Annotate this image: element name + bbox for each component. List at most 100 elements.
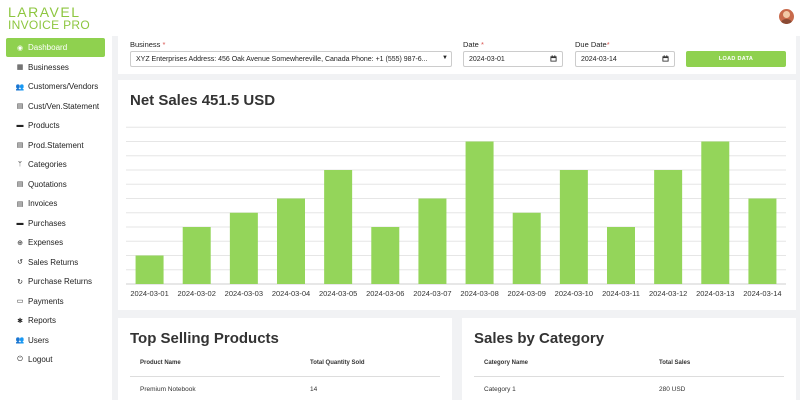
bar-2024-03-12[interactable] bbox=[654, 170, 683, 284]
column-header: Total Quantity Sold bbox=[310, 360, 365, 366]
bar-2024-03-06[interactable] bbox=[371, 227, 400, 284]
business-label: Business * bbox=[130, 40, 166, 49]
date-label: Date * bbox=[463, 40, 484, 49]
sidebar-item-cust-ven-statement[interactable]: ▤ Cust/Ven.Statement bbox=[6, 97, 105, 116]
x-tick-label: 2024-03-09 bbox=[508, 289, 546, 298]
x-tick-label: 2024-03-06 bbox=[366, 289, 404, 298]
file-icon: ▤ bbox=[16, 142, 24, 149]
business-select[interactable]: XYZ Enterprises Address: 456 Oak Avenue … bbox=[130, 51, 452, 67]
bar-2024-03-02[interactable] bbox=[182, 227, 211, 284]
sidebar-item-products[interactable]: ▬ Products bbox=[6, 116, 105, 135]
sidebar-item-businesses[interactable]: ▦ Businesses bbox=[6, 58, 105, 77]
sidebar-item-quotations[interactable]: ▤ Quotations bbox=[6, 175, 105, 194]
bar-2024-03-03[interactable] bbox=[229, 212, 258, 284]
logo-line-1: LARAVEL bbox=[8, 4, 81, 20]
x-tick-label: 2024-03-11 bbox=[602, 289, 640, 298]
sidebar-item-label: Businesses bbox=[28, 62, 69, 72]
users-icon: 👥 bbox=[15, 337, 25, 344]
x-tick-label: 2024-03-04 bbox=[272, 289, 310, 298]
bar-2024-03-01[interactable] bbox=[135, 255, 164, 285]
chart-title: Net Sales 451.5 USD bbox=[130, 92, 276, 109]
date-input[interactable]: 2024-03-01 bbox=[463, 51, 563, 67]
sales-category-title: Sales by Category bbox=[474, 330, 605, 347]
bar-2024-03-08[interactable] bbox=[465, 141, 494, 285]
users-icon: 👥 bbox=[15, 83, 25, 91]
due-date-input-value: 2024-03-14 bbox=[581, 55, 617, 63]
sidebar-item-logout[interactable]: ⏻ Logout bbox=[6, 350, 105, 369]
sidebar-item-label: Invoices bbox=[28, 199, 58, 208]
sidebar-item-payments[interactable]: ▭ Payments bbox=[6, 292, 105, 311]
bar-2024-03-11[interactable] bbox=[607, 227, 635, 284]
bar-2024-03-13[interactable] bbox=[701, 141, 730, 285]
sidebar-item-customers-vendors[interactable]: 👥 Customers/Vendors bbox=[6, 77, 105, 96]
sidebar: ◉ Dashboard ▦ Businesses 👥 Customers/Vendors ▤… bbox=[0, 36, 112, 400]
bar-2024-03-05[interactable] bbox=[324, 170, 353, 284]
logo-line-2: INVOICE PRO bbox=[8, 18, 90, 32]
table-cell: 280 USD bbox=[659, 386, 686, 393]
top-bar: LARAVEL INVOICE PRO bbox=[0, 0, 800, 36]
card-icon: ▭ bbox=[16, 298, 24, 305]
undo-icon: ↺ bbox=[17, 259, 23, 266]
due-date-input[interactable]: 2024-03-14 bbox=[575, 51, 675, 67]
sidebar-item-label: Products bbox=[28, 121, 60, 130]
sidebar-item-label: Expenses bbox=[28, 238, 64, 247]
box-icon: ▬ bbox=[16, 219, 24, 227]
sidebar-item-invoices[interactable]: ▤ Invoices bbox=[6, 194, 105, 213]
x-tick-label: 2024-03-08 bbox=[460, 289, 498, 298]
sidebar-item-label: Quotations bbox=[28, 179, 67, 189]
divider bbox=[474, 376, 784, 377]
sidebar-item-prod-statement[interactable]: ▤ Prod.Statement bbox=[6, 136, 105, 155]
column-header: Category Name bbox=[484, 360, 529, 366]
sidebar-item-label: Logout bbox=[28, 355, 53, 364]
sidebar-item-users[interactable]: 👥 Users bbox=[6, 331, 105, 350]
app-logo[interactable]: LARAVEL INVOICE PRO bbox=[8, 5, 90, 31]
x-tick-label: 2024-03-10 bbox=[555, 289, 593, 298]
sidebar-item-label: Payments bbox=[28, 296, 64, 306]
table-cell: Premium Notebook bbox=[140, 386, 196, 393]
sidebar-item-sales-returns[interactable]: ↺ Sales Returns bbox=[6, 253, 105, 272]
x-tick-label: 2024-03-12 bbox=[649, 289, 687, 298]
load-data-button[interactable]: LOAD DATA bbox=[686, 51, 786, 67]
column-header: Total Sales bbox=[659, 360, 691, 366]
divider bbox=[130, 376, 440, 377]
sidebar-item-categories[interactable]: ᛘ Categories bbox=[6, 155, 105, 174]
gear-icon: ✱ bbox=[17, 317, 23, 325]
x-tick-label: 2024-03-13 bbox=[696, 289, 734, 298]
bar-2024-03-14[interactable] bbox=[748, 198, 777, 285]
x-tick-label: 2024-03-05 bbox=[319, 289, 357, 298]
bar-2024-03-10[interactable] bbox=[559, 170, 588, 284]
sidebar-item-label: Customers/Vendors bbox=[28, 82, 99, 91]
sidebar-item-dashboard[interactable]: ◉ Dashboard bbox=[6, 38, 105, 57]
bar-2024-03-07[interactable] bbox=[418, 198, 447, 285]
x-tick-label: 2024-03-02 bbox=[178, 289, 216, 298]
chevron-down-icon: ▼ bbox=[442, 55, 448, 61]
calendar-icon[interactable] bbox=[550, 55, 557, 62]
file-icon: ▤ bbox=[16, 103, 24, 110]
power-icon: ⏻ bbox=[17, 355, 23, 363]
calendar-icon[interactable] bbox=[662, 55, 669, 62]
bar-2024-03-04[interactable] bbox=[277, 198, 305, 285]
sidebar-item-purchase-returns[interactable]: ↻ Purchase Returns bbox=[6, 272, 105, 291]
sidebar-item-reports[interactable]: ✱ Reports bbox=[6, 311, 105, 330]
user-avatar[interactable] bbox=[779, 9, 794, 24]
sales-category-card: Sales by Category Category Name Total Sa… bbox=[462, 318, 796, 400]
sidebar-item-expenses[interactable]: ⊕ Expenses bbox=[6, 233, 105, 252]
sidebar-item-label: Prod.Statement bbox=[28, 140, 84, 150]
bar-2024-03-09[interactable] bbox=[512, 212, 541, 284]
due-date-label: Due Date* bbox=[575, 40, 610, 49]
x-tick-label: 2024-03-01 bbox=[130, 289, 168, 298]
sidebar-item-label: Purchase Returns bbox=[28, 277, 93, 286]
sidebar-item-label: Categories bbox=[28, 160, 67, 169]
column-header: Product Name bbox=[140, 360, 181, 366]
table-cell: Category 1 bbox=[484, 386, 516, 393]
x-tick-label: 2024-03-03 bbox=[225, 289, 263, 298]
top-products-card: Top Selling Products Product Name Total … bbox=[118, 318, 452, 400]
net-sales-card: Net Sales 451.5 USD 2024-03-01 2024-03-02… bbox=[118, 80, 796, 310]
sidebar-item-label: Sales Returns bbox=[28, 257, 79, 267]
sidebar-item-purchases[interactable]: ▬ Purchases bbox=[6, 214, 105, 233]
file-icon: ▤ bbox=[16, 200, 24, 208]
business-select-value: XYZ Enterprises Address: 456 Oak Avenue … bbox=[136, 55, 428, 63]
branch-icon: ᛘ bbox=[17, 161, 23, 168]
table-cell: 14 bbox=[310, 386, 318, 393]
box-icon: ▬ bbox=[16, 122, 24, 129]
